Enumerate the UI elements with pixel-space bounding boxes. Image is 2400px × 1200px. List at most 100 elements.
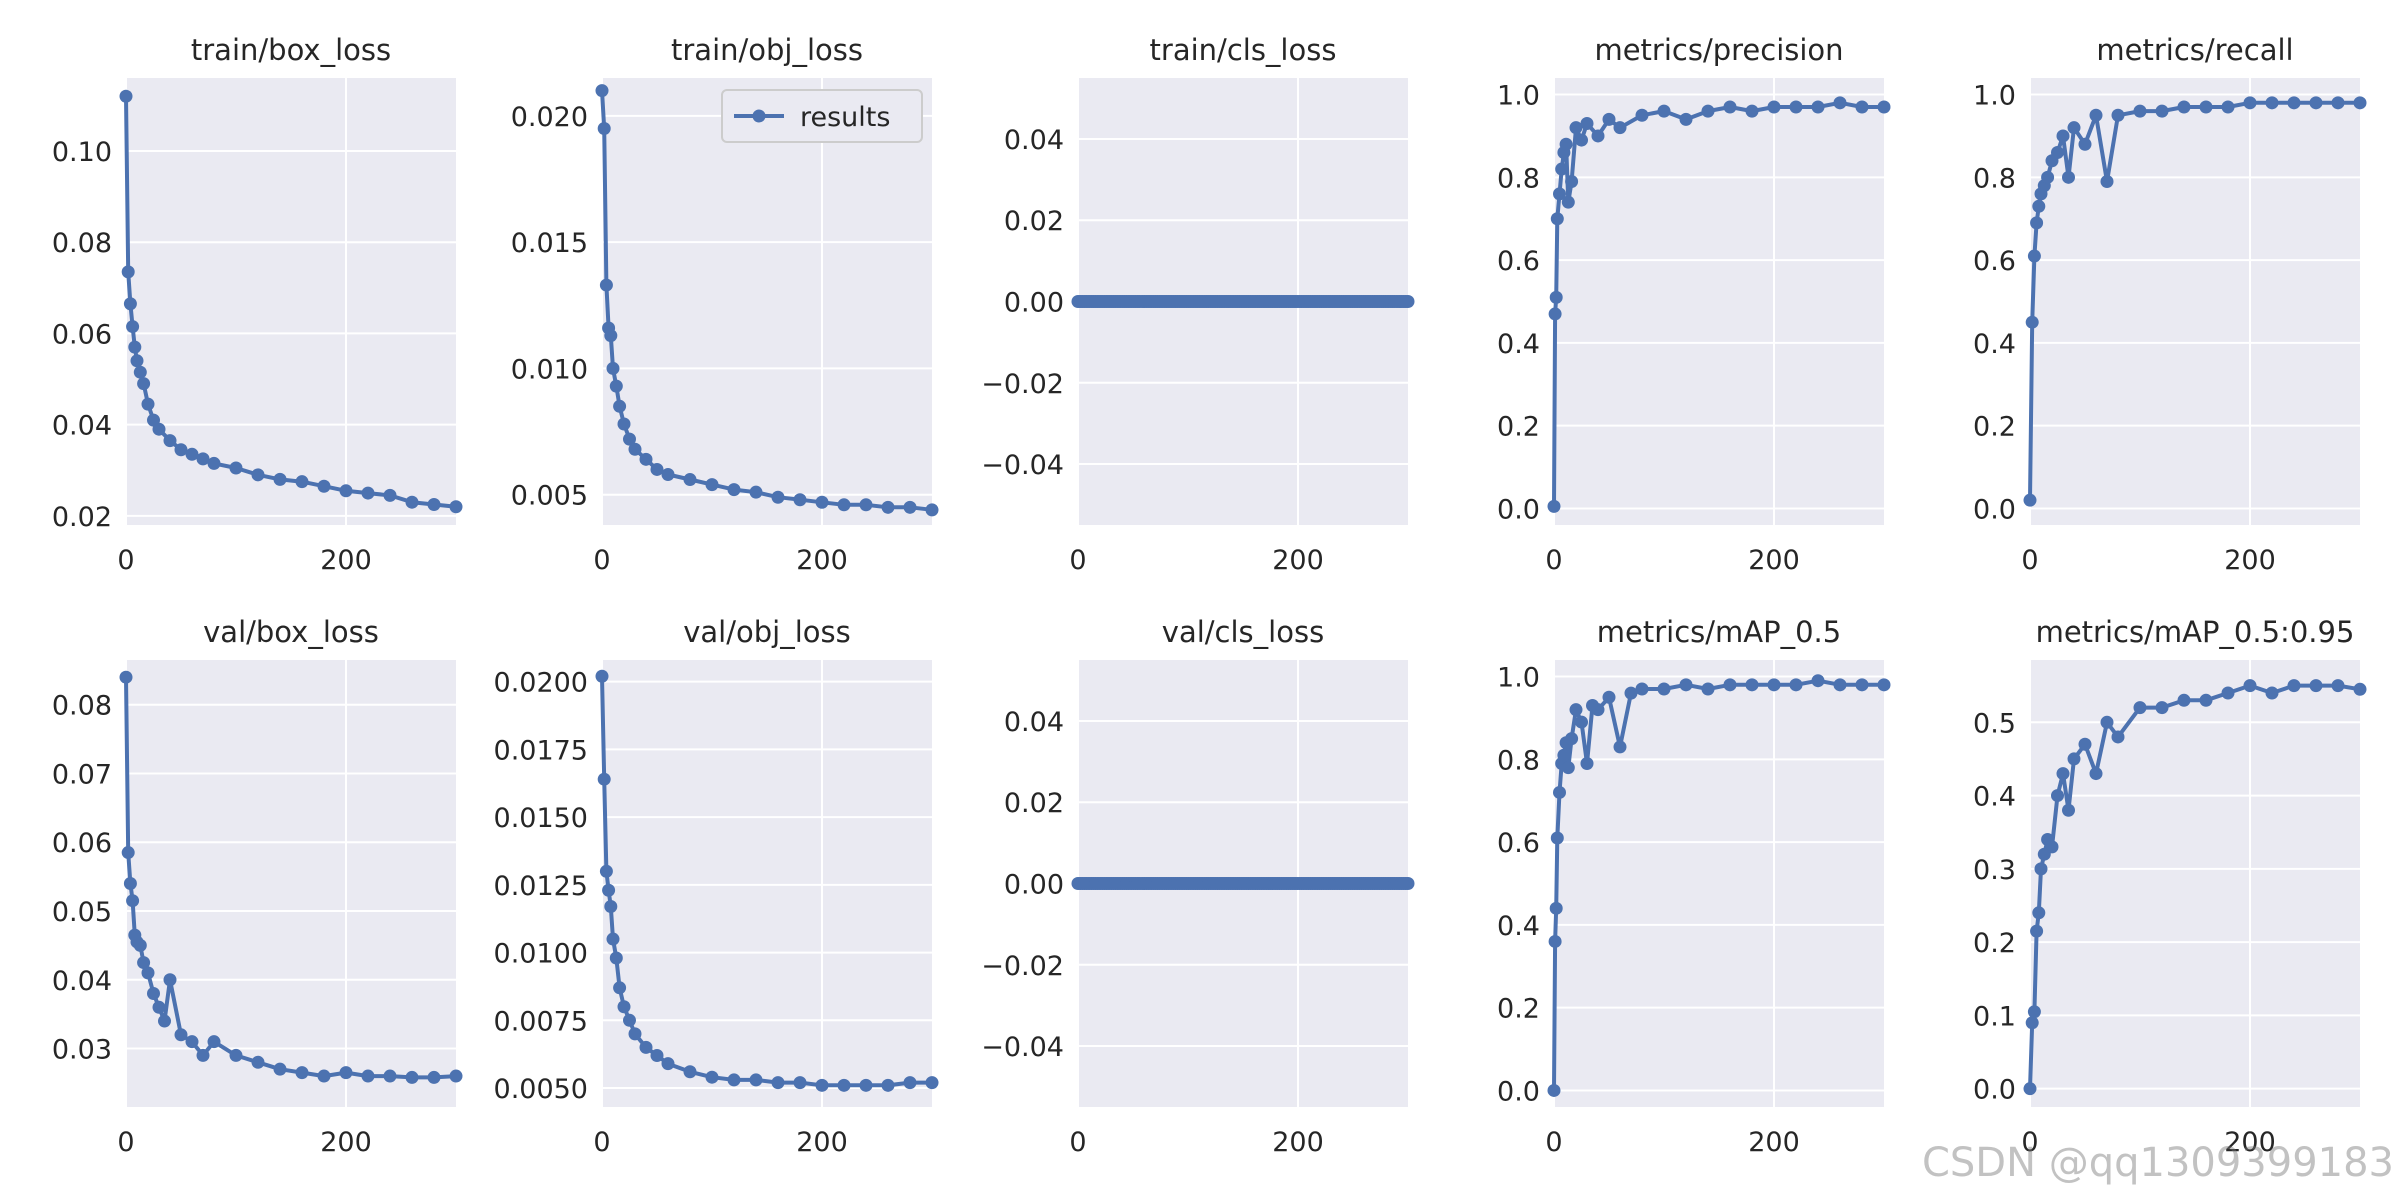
y-tick-label: 1.0	[1973, 81, 2016, 112]
data-point	[2056, 767, 2070, 781]
data-point	[1553, 785, 1566, 799]
data-point	[1635, 682, 1649, 696]
data-point	[2056, 129, 2070, 143]
data-point	[2265, 686, 2279, 700]
data-point	[1553, 187, 1566, 201]
data-point	[2025, 315, 2039, 329]
y-tick-label: 0.0050	[494, 1074, 588, 1105]
data-point	[2331, 679, 2345, 693]
data-point	[2243, 679, 2257, 693]
data-point	[1789, 678, 1803, 692]
data-point	[2023, 493, 2037, 507]
y-tick-label: 0.0175	[494, 735, 588, 766]
data-point	[1723, 678, 1737, 692]
y-tick-label: 0.04	[52, 411, 112, 442]
series-line	[1552, 100, 1884, 507]
data-point	[1855, 678, 1869, 692]
data-point	[2067, 752, 2081, 766]
y-tick-label: 0.02	[1004, 206, 1064, 237]
data-point	[1624, 686, 1638, 700]
y-tick-label: −0.04	[981, 1032, 1064, 1063]
data-point	[128, 340, 142, 354]
x-tick-label: 0	[2021, 545, 2038, 576]
data-point	[881, 500, 895, 514]
y-tick-label: 0.03	[52, 1035, 112, 1066]
y-tick-label: 0.015	[511, 228, 588, 259]
data-point	[613, 981, 627, 995]
y-tick-label: 0.02	[1004, 788, 1064, 819]
chart-title: train/obj_loss	[671, 33, 863, 67]
data-point	[2078, 737, 2092, 751]
data-point	[2034, 862, 2048, 876]
data-point	[2155, 701, 2169, 715]
data-point	[2027, 249, 2041, 263]
data-point	[196, 452, 210, 466]
data-point	[2199, 100, 2213, 114]
data-point	[2177, 100, 2191, 114]
data-point	[1877, 678, 1891, 692]
data-point	[1635, 108, 1649, 122]
data-point	[1549, 290, 1563, 304]
data-point	[273, 1062, 287, 1076]
data-point	[1547, 499, 1561, 513]
data-point	[1591, 703, 1605, 717]
data-point	[727, 483, 741, 497]
data-point	[196, 1048, 210, 1062]
data-point	[1833, 678, 1847, 692]
y-tick-label: 1.0	[1497, 81, 1540, 112]
chart-title: metrics/mAP_0.5	[1597, 615, 1841, 649]
data-point	[2100, 174, 2114, 188]
data-point	[2062, 170, 2075, 184]
data-point	[2078, 137, 2092, 151]
chart-panel: val/box_loss 0.03 0.04 0.05 0.06 0.07 0.08 0 200	[52, 615, 463, 1158]
data-point	[1401, 295, 1415, 308]
data-point	[925, 1076, 939, 1090]
data-point	[2045, 840, 2059, 854]
data-point	[1550, 212, 1564, 226]
data-point	[705, 478, 719, 492]
y-tick-label: 0.010	[511, 354, 588, 385]
data-point	[126, 320, 140, 334]
data-point	[1613, 740, 1627, 754]
chart-panel: train/cls_loss −0.04 −0.02 0.00 0.02 0.04 0 200	[981, 33, 1415, 576]
chart-panel: metrics/mAP_0.5 0.0 0.2 0.4 0.6 0.8 1.0 0 200	[1497, 615, 1891, 1158]
data-point	[2265, 96, 2279, 110]
data-point	[2051, 789, 2064, 803]
data-point	[2032, 906, 2046, 920]
data-point	[2287, 96, 2301, 110]
data-point	[405, 1070, 419, 1084]
data-point	[683, 1065, 697, 1079]
data-point	[163, 434, 177, 448]
x-tick-label: 200	[796, 1127, 848, 1158]
x-tick-label: 0	[1545, 1127, 1562, 1158]
data-point	[147, 987, 160, 1001]
data-point	[617, 417, 631, 431]
data-point	[1569, 703, 1583, 717]
data-point	[317, 1069, 331, 1083]
data-point	[295, 1066, 309, 1080]
data-point	[126, 894, 140, 908]
data-point	[1550, 831, 1564, 845]
y-tick-label: 0.2	[1973, 928, 2016, 959]
data-point	[639, 452, 653, 466]
data-point	[2309, 679, 2323, 693]
data-point	[121, 265, 135, 279]
data-point	[158, 1014, 171, 1028]
data-point	[606, 361, 620, 375]
data-point	[449, 1069, 463, 1083]
x-tick-label: 0	[593, 1127, 610, 1158]
data-point	[650, 1049, 664, 1063]
x-tick-label: 0	[1069, 1127, 1086, 1158]
data-point	[2067, 121, 2081, 135]
data-point	[2287, 679, 2301, 693]
y-tick-label: 0.2	[1973, 412, 2016, 443]
data-point	[251, 1055, 265, 1069]
y-tick-label: 0.8	[1497, 163, 1540, 194]
y-tick-label: 0.8	[1497, 745, 1540, 776]
data-point	[2243, 96, 2257, 110]
y-tick-label: 0.08	[52, 691, 112, 722]
data-point	[1569, 121, 1583, 135]
y-tick-label: 0.08	[52, 228, 112, 259]
plot-area	[2030, 78, 2360, 525]
data-point	[1548, 307, 1562, 321]
